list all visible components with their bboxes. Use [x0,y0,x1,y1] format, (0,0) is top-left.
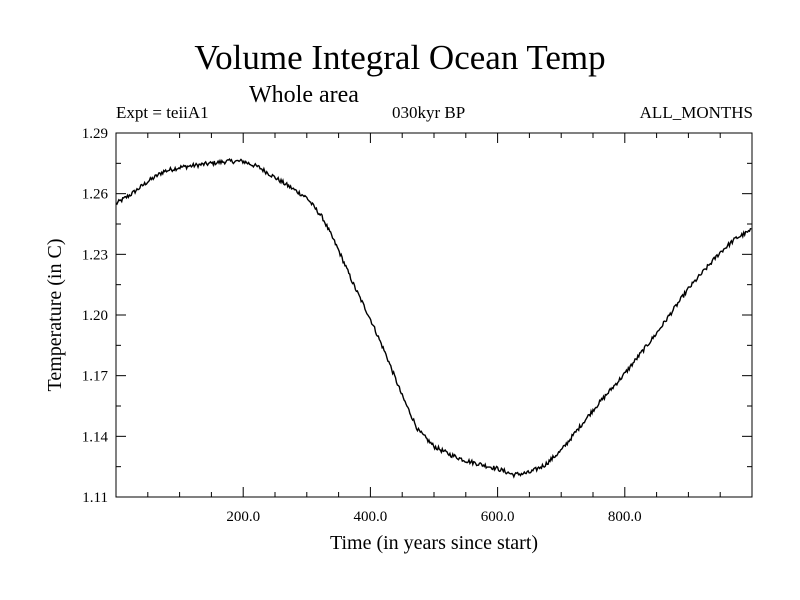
y-tick-label: 1.26 [82,187,109,203]
x-tick-label: 200.0 [226,509,260,525]
x-tick-label: 600.0 [481,509,515,525]
y-tick-label: 1.23 [82,247,108,263]
axis-ticks: 200.0 400.0 600.0 800.0 1.11 1.14 1.17 1.20 1.23… [82,126,752,525]
y-tick-label: 1.29 [82,126,108,142]
series-group [115,157,752,479]
period-label: 030kyr BP [392,103,466,122]
y-axis-label: Temperature (in C) [44,239,66,392]
experiment-label: Expt = teiiA1 [116,103,209,122]
x-tick-label: 800.0 [608,509,642,525]
months-label: ALL_MONTHS [639,103,753,122]
plot-frame [115,132,753,498]
chart-subtitle: Whole area [249,82,359,108]
y-tick-label: 1.11 [82,490,108,506]
series-line [115,157,752,479]
x-axis-label: Time (in years since start) [330,532,538,554]
y-tick-label: 1.17 [82,369,109,385]
y-tick-label: 1.14 [82,429,109,445]
chart-title: Volume Integral Ocean Temp [194,38,606,77]
y-tick-label: 1.20 [82,308,108,324]
x-tick-label: 400.0 [354,509,388,525]
